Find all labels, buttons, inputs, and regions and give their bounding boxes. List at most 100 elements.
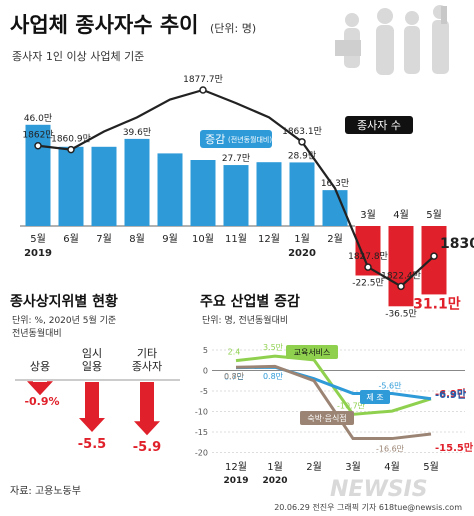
month-label: 11월 bbox=[225, 233, 247, 245]
industry-value-label: -16.6만 bbox=[376, 445, 405, 454]
industry-value-label: -15.5만 bbox=[435, 441, 474, 454]
industry-value-label: -5.6만 bbox=[379, 381, 403, 390]
watermark: NEWSIS bbox=[330, 477, 428, 502]
legend-change-sub: (전년동월대비) bbox=[228, 135, 272, 144]
month-label: 6월 bbox=[63, 233, 79, 245]
bar-value-label: 28.9만 bbox=[288, 150, 316, 161]
status-unit: 단위: %, 2020년 5월 기준 bbox=[12, 314, 116, 326]
industry-month-label: 3월 bbox=[345, 461, 361, 473]
industry-value-label: 3.5만 bbox=[263, 343, 284, 352]
legend-change-label: 증감 bbox=[205, 133, 225, 146]
bar-4 bbox=[124, 138, 150, 226]
workers-point bbox=[67, 145, 75, 154]
bar-value-label: -22.5만 bbox=[352, 278, 384, 289]
workers-point bbox=[34, 141, 42, 150]
status-category-label: 종사자 bbox=[132, 360, 162, 373]
source-label: 자료: 고용노동부 bbox=[10, 485, 81, 497]
industry-year-label: 2019 bbox=[223, 476, 248, 486]
page-subtitle: 종사자 1인 이상 사업체 기준 bbox=[12, 50, 144, 63]
industry-value-label: -10.7만 bbox=[337, 401, 366, 410]
legend-education-label: 교육서비스 bbox=[294, 348, 331, 357]
workers-value-label: 1830.9만 bbox=[440, 236, 474, 252]
month-label: 3월 bbox=[360, 209, 376, 221]
industry-month-label: 4월 bbox=[384, 461, 400, 473]
industry-month-label: 2월 bbox=[306, 461, 322, 473]
bar-value-label: 39.6만 bbox=[123, 127, 151, 138]
month-label: 12월 bbox=[258, 233, 280, 245]
workers-value-label: 1827.8만 bbox=[348, 251, 388, 262]
status-arrow-2 bbox=[79, 382, 105, 432]
people-illustration bbox=[335, 5, 449, 75]
workers-point bbox=[430, 252, 438, 260]
unit-label: (단위: 명) bbox=[210, 22, 256, 35]
status-value-label: -0.9% bbox=[24, 395, 59, 408]
industry-value-label: 2.4 bbox=[228, 348, 241, 357]
industry-value-label: 0.7만 bbox=[224, 373, 245, 382]
workers-value-label: 1863.1만 bbox=[282, 126, 322, 137]
legend-manufacturing-label: 제 조 bbox=[366, 393, 383, 402]
credit-label: 20.06.29 전진우 그래픽 기자 618tue@newsis.com bbox=[274, 502, 462, 512]
month-label: 10월 bbox=[192, 233, 214, 245]
legend-hospitality-label: 숙박·음식점 bbox=[307, 413, 346, 423]
workers-value-label: 1877.7만 bbox=[183, 74, 223, 85]
workers-value-label: 1822.4만 bbox=[381, 270, 421, 281]
industry-year-label: 2020 bbox=[262, 476, 287, 486]
bar-value-label: -36.5만 bbox=[385, 308, 417, 319]
bar-value-label: 27.7만 bbox=[222, 153, 250, 164]
status-unit-sub: 전년동월대비 bbox=[12, 327, 62, 339]
industry-y-tick: -15 bbox=[195, 428, 208, 437]
month-label: 7월 bbox=[96, 233, 112, 245]
status-title: 종사상지위별 현황 bbox=[10, 293, 118, 310]
bar-5 bbox=[157, 153, 183, 226]
status-arrow-3 bbox=[134, 382, 160, 436]
month-label: 9월 bbox=[162, 233, 178, 245]
month-label: 1월 bbox=[294, 233, 310, 245]
industry-month-label: 5월 bbox=[423, 461, 439, 473]
bar-value-label: 16.3만 bbox=[321, 178, 349, 189]
status-category-label: 임시 bbox=[82, 347, 102, 360]
main-chart: 46.0만 5월 6월 7월 39.6만 8월 9월 10월 27.7만 11월 12월 28.9만 1… bbox=[20, 74, 474, 319]
bar-7 bbox=[223, 165, 249, 226]
industry-y-tick: 0 bbox=[203, 367, 208, 376]
month-label: 5월 bbox=[30, 233, 46, 245]
month-label: 5월 bbox=[426, 209, 442, 221]
year-label: 2019 bbox=[24, 248, 52, 259]
industry-month-label: 12월 bbox=[225, 461, 247, 473]
legend-workers-label: 종사자 수 bbox=[357, 119, 401, 132]
status-category-label: 일용 bbox=[82, 359, 102, 373]
status-value-label: -5.9 bbox=[133, 440, 161, 455]
bar-6 bbox=[190, 160, 216, 226]
industry-line-3 bbox=[235, 364, 432, 441]
industry-y-tick: -5 bbox=[200, 387, 208, 396]
page-title: 사업체 종사자수 추이 bbox=[10, 13, 199, 37]
legend-manufacturing-box bbox=[360, 390, 390, 404]
workers-value-label: 1862만 bbox=[22, 130, 53, 141]
bar-3 bbox=[91, 146, 117, 226]
legend-hospitality-box bbox=[300, 411, 354, 425]
bar-1 bbox=[25, 124, 51, 226]
workers-point bbox=[364, 263, 372, 271]
workers-value-label: 1860.9만 bbox=[51, 134, 91, 145]
industry-unit: 단위: 명, 전년동월대비 bbox=[202, 314, 288, 326]
status-category-label: 기타 bbox=[137, 347, 157, 360]
bar-2 bbox=[58, 146, 84, 226]
industry-y-tick: -20 bbox=[195, 449, 208, 458]
industry-y-tick: 5 bbox=[203, 346, 208, 355]
legend-workers-box bbox=[345, 116, 413, 134]
workers-point bbox=[199, 86, 207, 94]
bar-value-label: 46.0만 bbox=[24, 113, 52, 124]
bar-12 bbox=[388, 226, 414, 307]
status-arrow-1 bbox=[27, 381, 53, 396]
industry-y-tick: -10 bbox=[195, 408, 208, 417]
month-label: 8월 bbox=[129, 233, 145, 245]
month-label: 4월 bbox=[393, 209, 409, 221]
year-label: 2020 bbox=[288, 248, 316, 259]
workers-point bbox=[397, 282, 405, 291]
industry-month-label: 1월 bbox=[267, 461, 283, 473]
status-value-label: -5.5 bbox=[78, 437, 106, 452]
industry-value-label: 0.8만 bbox=[263, 372, 284, 381]
